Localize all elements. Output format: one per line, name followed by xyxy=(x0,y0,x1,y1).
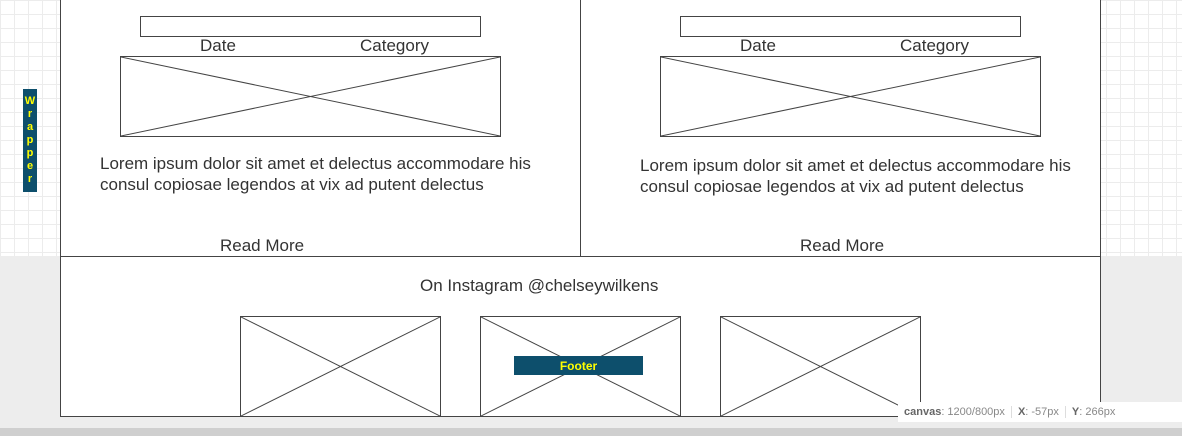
image-placeholder-icon xyxy=(661,57,1040,136)
post-excerpt-1: Lorem ipsum dolor sit amet et delectus a… xyxy=(100,154,531,194)
wrapper-label-letter: p xyxy=(26,134,34,146)
image-placeholder-icon xyxy=(241,317,440,416)
post-image-placeholder-1 xyxy=(120,56,501,137)
image-placeholder-icon xyxy=(721,317,920,416)
cursor-y-readout: Y: 266px xyxy=(1064,406,1121,418)
post-excerpt-2: Lorem ipsum dolor sit amet et delectus a… xyxy=(640,156,1071,196)
read-more-link-1[interactable]: Read More xyxy=(220,236,305,255)
post-category-label-1: Category xyxy=(360,36,429,55)
post-date-label-2: Date xyxy=(740,36,776,55)
post-title-box-1[interactable] xyxy=(140,16,481,37)
wrapper-label-letter: r xyxy=(27,173,33,185)
cursor-x-readout: X: -57px xyxy=(1010,406,1065,418)
image-placeholder-icon xyxy=(121,57,500,136)
read-more-link-2[interactable]: Read More xyxy=(800,236,885,255)
horizontal-scrollbar[interactable] xyxy=(0,428,1182,436)
post-date-label-1: Date xyxy=(200,36,236,55)
instagram-heading: On Instagram @chelseywilkens xyxy=(420,276,659,295)
instagram-image-placeholder-1 xyxy=(240,316,441,417)
canvas-size-readout: canvas: 1200/800px xyxy=(904,406,1005,418)
wrapper-label-letter: a xyxy=(26,121,34,133)
post-title-box-2[interactable] xyxy=(680,16,1021,37)
wrapper-label-letter: p xyxy=(26,147,34,159)
footer-annotation-label: Footer xyxy=(514,356,643,375)
wrapper-label-letter: W xyxy=(24,95,36,107)
instagram-image-placeholder-3 xyxy=(720,316,921,417)
editor-status-bar: canvas: 1200/800px X: -57px Y: 266px xyxy=(898,402,1182,422)
post-image-placeholder-2 xyxy=(660,56,1041,137)
post-category-label-2: Category xyxy=(900,36,969,55)
wrapper-label-letter: r xyxy=(27,108,33,120)
wrapper-label-letter: e xyxy=(26,160,34,172)
